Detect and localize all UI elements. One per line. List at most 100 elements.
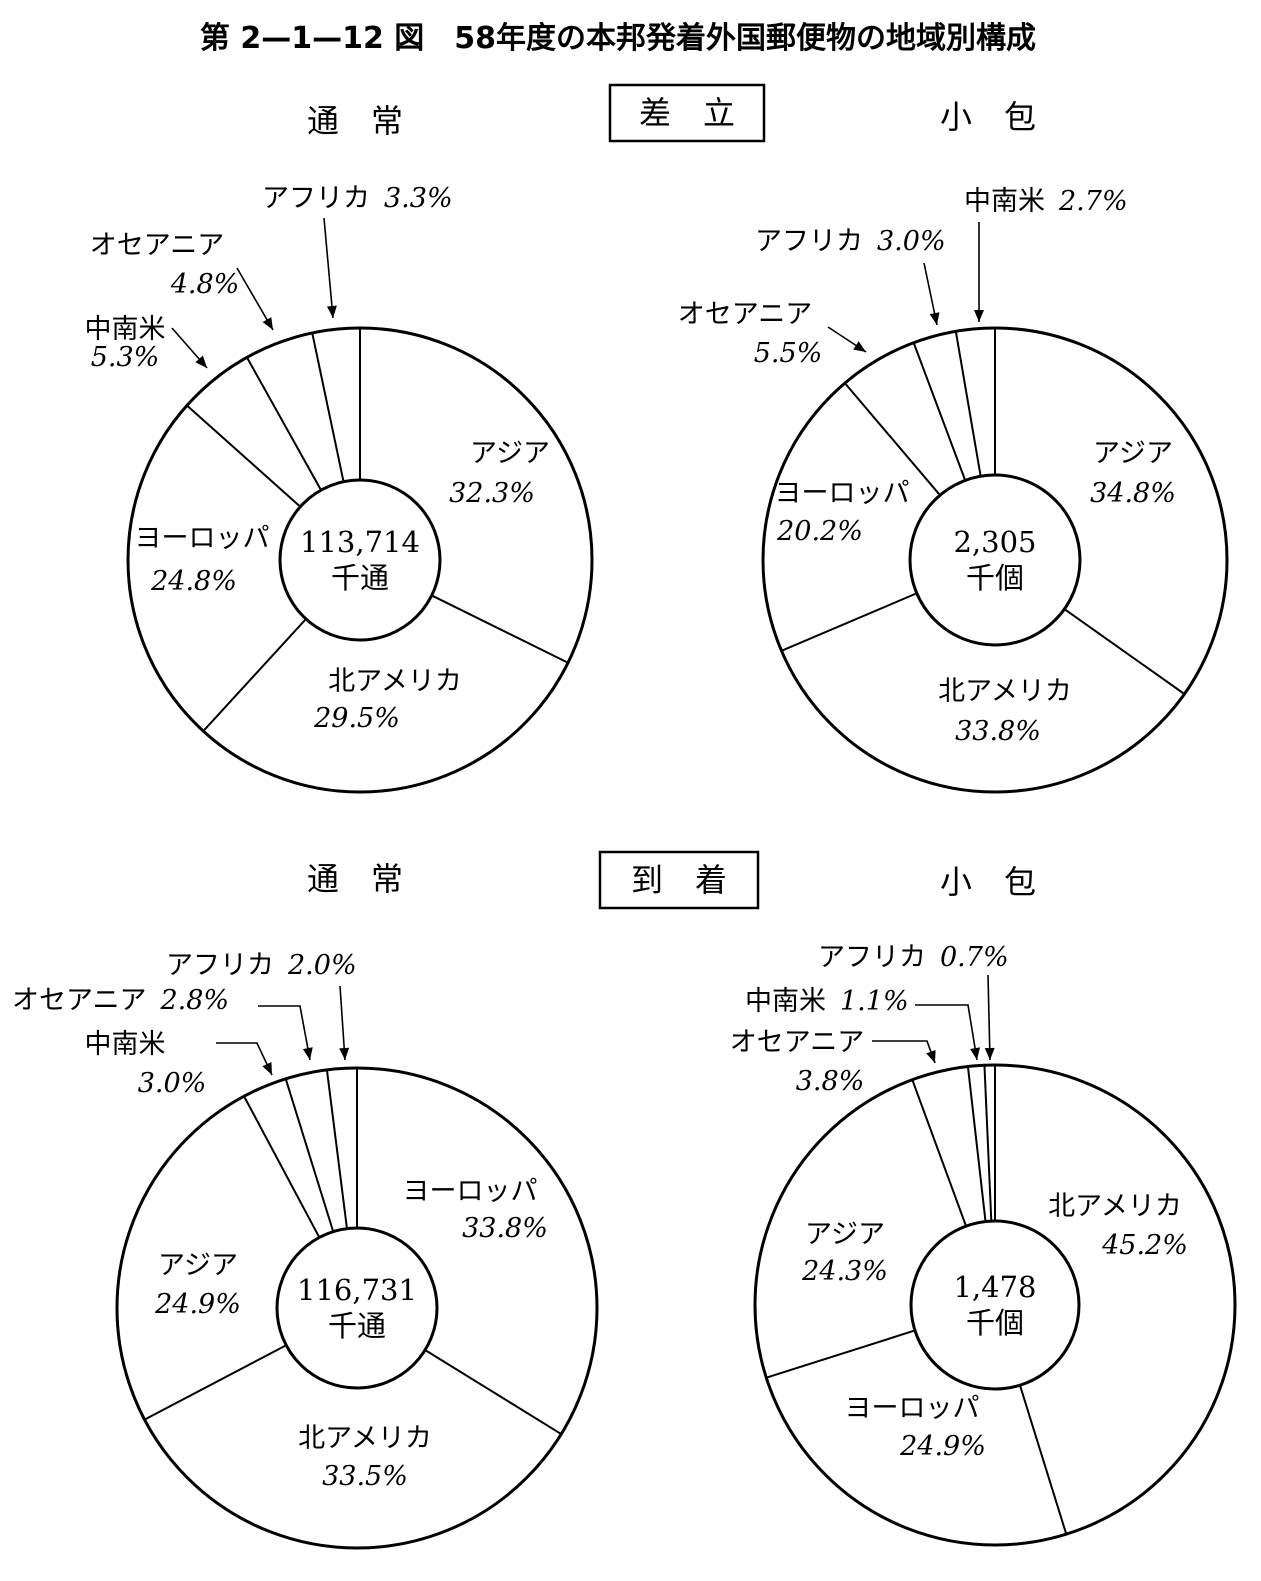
slice-label-2: アジア [158, 1250, 238, 1281]
slice-label-2: アジア [805, 1219, 885, 1250]
leader-line-5 [339, 985, 346, 1061]
heading-sashidashi-tsujo: 通 常 [307, 102, 403, 140]
slice-value-2: 24.9% [154, 1289, 241, 1320]
leader-arrowhead-4 [302, 1047, 313, 1060]
pie-center-circle [909, 1219, 1081, 1391]
figure-title: 第 2—1—12 図 58年度の本邦発着外国郵便物の地域別構成 [200, 21, 1036, 56]
heading-sashidashi-kozutsumi: 小 包 [940, 98, 1036, 136]
slice-label-5: アフリカ 2.0% [166, 950, 357, 981]
leader-arrowhead-5 [326, 305, 337, 318]
slice-value-4: 3.0% [877, 226, 946, 257]
slice-label-4: アフリカ 3.0% [755, 226, 946, 257]
pie-center-circle [908, 473, 1082, 647]
slice-label-1: 北アメリカ [938, 676, 1072, 707]
leader-line-5 [323, 217, 334, 319]
slice-label-1: 北アメリカ [328, 666, 462, 697]
leader-line-3 [872, 1040, 936, 1064]
center-total-unit: 千個 [966, 1306, 1024, 1340]
leader-arrowhead-3 [195, 355, 207, 368]
slice-boundary-2 [781, 592, 918, 652]
slice-value-5: 0.7% [940, 942, 1009, 973]
slice-value-2: 24.8% [150, 566, 237, 597]
slice-value-3: 5.3% [91, 342, 160, 373]
section-box-tochaku [598, 850, 760, 910]
slice-label-4: 中南米 1.1% [745, 986, 909, 1017]
slice-label-3: 中南米 [85, 1029, 166, 1060]
slice-boundary-1 [1063, 608, 1185, 695]
slice-value-3: 3.0% [138, 1068, 207, 1099]
leader-line-4 [258, 1005, 311, 1061]
leader-line-5 [987, 974, 991, 1061]
slice-label-2: ヨーロッパ [135, 523, 270, 554]
slice-boundary-1 [424, 1349, 562, 1435]
slice-boundary-5 [954, 331, 982, 477]
leader-arrowhead-4 [262, 317, 273, 330]
leader-arrowhead-3 [262, 1062, 272, 1075]
slice-label-5: 中南米 2.7% [964, 186, 1128, 217]
slice-boundary-5 [325, 1069, 348, 1229]
slice-value-3: 5.5% [754, 338, 823, 369]
slice-boundary-2 [144, 1344, 287, 1421]
heading-tochaku-kozutsumi: 小 包 [940, 863, 1036, 901]
center-total-unit: 千通 [331, 561, 389, 595]
leader-line-3 [216, 1042, 273, 1076]
slice-value-1: 24.9% [899, 1431, 986, 1462]
slice-label-1: ヨーロッパ [845, 1393, 980, 1424]
slice-value-0: 45.2% [1101, 1230, 1188, 1261]
leader-arrowhead-4 [970, 1047, 980, 1060]
leader-arrowhead-4 [929, 312, 940, 325]
slice-label-5: アフリカ 3.3% [262, 183, 453, 214]
slice-boundary-4 [246, 356, 322, 491]
slice-value-0: 32.3% [449, 478, 535, 509]
section-label-sashidashi: 差 立 [639, 94, 735, 132]
center-total-value: 1,478 [953, 1270, 1036, 1304]
slice-boundary-4 [966, 1066, 987, 1222]
leader-line-4 [915, 1004, 978, 1061]
section-box-sashidashi [608, 83, 766, 143]
leader-arrowhead-5 [984, 1047, 995, 1060]
center-total-value: 2,305 [953, 525, 1036, 559]
slice-value-2: 24.3% [801, 1256, 888, 1287]
slice-label-0: ヨーロッパ [403, 1176, 538, 1207]
leader-arrowhead-3 [853, 341, 866, 352]
slice-value-1: 33.5% [322, 1461, 408, 1492]
slice-boundary-1 [431, 594, 569, 664]
center-total-value: 116,731 [297, 1273, 417, 1307]
slice-boundary-1 [1018, 1384, 1068, 1535]
slice-value-4: 2.8% [159, 985, 229, 1016]
slice-value-0: 34.8% [1090, 478, 1176, 509]
slice-value-1: 33.8% [955, 716, 1041, 747]
slice-boundary-3 [243, 1095, 321, 1238]
pie-center-circle [275, 1226, 439, 1390]
slice-value-5: 2.7% [1058, 186, 1128, 217]
slice-value-0: 33.8% [462, 1213, 548, 1244]
slice-label-4: オセアニア 2.8% [12, 985, 229, 1016]
pie-center-circle [278, 478, 442, 642]
center-total-value: 113,714 [300, 525, 420, 559]
heading-tochaku-tsujo: 通 常 [307, 860, 403, 898]
slice-label-3: 中南米 [85, 314, 166, 345]
slice-boundary-4 [912, 342, 967, 481]
slice-boundary-5 [311, 332, 345, 482]
slice-boundary-2 [765, 1329, 916, 1379]
slice-boundary-3 [844, 382, 941, 496]
slice-value-5: 2.0% [287, 950, 357, 981]
slice-label-3: オセアニア [730, 1027, 864, 1058]
slice-boundary-3 [186, 404, 301, 508]
slice-value-3: 3.8% [796, 1066, 865, 1097]
slice-value-2: 20.2% [776, 516, 863, 547]
slice-label-0: 北アメリカ [1048, 1191, 1182, 1222]
slice-value-5: 3.3% [384, 183, 453, 214]
center-total-unit: 千通 [328, 1309, 386, 1343]
leader-arrowhead-5 [974, 310, 984, 322]
slice-value-4: 1.1% [840, 986, 909, 1017]
slice-boundary-5 [983, 1065, 993, 1222]
slice-label-3: オセアニア [678, 299, 812, 330]
slice-boundary-3 [911, 1079, 967, 1227]
slice-value-1: 29.5% [313, 703, 400, 734]
slice-label-0: アジア [1093, 438, 1173, 469]
